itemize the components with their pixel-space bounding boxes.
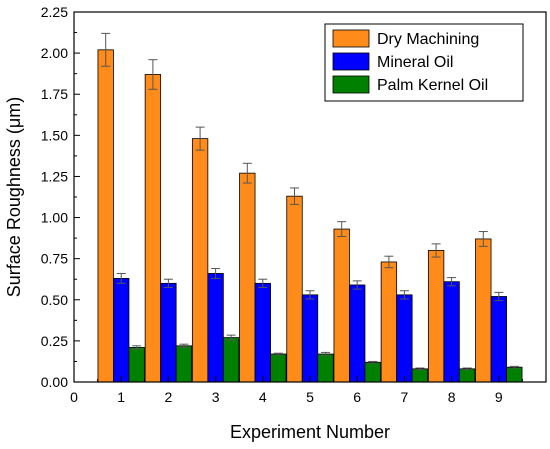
- error-bar-mineral-oil-3: [211, 268, 221, 279]
- y-axis-title: Surface Roughness (μm): [4, 97, 24, 297]
- error-bar-dry-machining-3: [195, 126, 205, 151]
- error-bar-dry-machining-4: [242, 162, 252, 184]
- bar-palm-kernel-oil-2: [175, 345, 193, 383]
- error-bar-mineral-oil-8: [447, 277, 457, 287]
- y-tick-label: 0.75: [41, 251, 68, 267]
- bar-palm-kernel-oil-3: [222, 337, 240, 383]
- y-tick-label: 1.75: [41, 86, 68, 102]
- x-tick-label: 7: [401, 389, 409, 405]
- error-bar-mineral-oil-9: [494, 291, 504, 302]
- error-bar-palm-kernel-oil-2: [179, 343, 189, 348]
- bar-dry-machining-8: [427, 250, 445, 383]
- bar-palm-kernel-oil-8: [458, 368, 476, 383]
- error-bar-mineral-oil-2: [163, 278, 173, 288]
- legend-swatch-dry-machining: [332, 29, 370, 48]
- bar-dry-machining-4: [239, 172, 256, 383]
- x-tick-label: 4: [259, 389, 267, 405]
- x-tick-label: 8: [448, 389, 456, 405]
- y-tick-label: 2.00: [41, 45, 68, 61]
- ticks-layer: 0.00 0.25 0.50 0.75 1.00 1.25 1.50 1.75 2.00 2.25…: [41, 4, 523, 405]
- error-bar-palm-kernel-oil-4: [273, 352, 283, 356]
- legend-label-mineral-oil: Mineral Oil: [377, 54, 453, 71]
- error-bar-palm-kernel-oil-9: [509, 365, 519, 369]
- x-tick-label: 3: [212, 389, 220, 405]
- bar-mineral-oil-4: [254, 282, 271, 383]
- bar-palm-kernel-oil-4: [270, 353, 287, 383]
- error-bar-mineral-oil-6: [352, 280, 362, 290]
- x-tick-label: 5: [306, 389, 314, 405]
- y-tick-label: 1.50: [41, 127, 68, 143]
- bar-dry-machining-3: [191, 138, 209, 383]
- error-bar-palm-kernel-oil-7: [415, 367, 425, 371]
- y-tick-label: 0.25: [41, 333, 68, 349]
- bar-mineral-oil-7: [396, 294, 413, 383]
- bar-palm-kernel-oil-7: [411, 368, 429, 383]
- bar-dry-machining-6: [333, 228, 350, 383]
- error-bar-dry-machining-1: [101, 32, 111, 67]
- bar-mineral-oil-2: [160, 282, 177, 383]
- error-bar-dry-machining-8: [431, 243, 441, 258]
- y-tick-label: 1.00: [41, 210, 68, 226]
- bar-dry-machining-5: [286, 195, 303, 383]
- error-bar-mineral-oil-1: [116, 272, 126, 284]
- error-bar-mineral-oil-5: [305, 290, 315, 300]
- y-tick-label: 0.50: [41, 292, 68, 308]
- error-bar-dry-machining-7: [384, 255, 394, 269]
- x-tick-label: 2: [165, 389, 173, 405]
- error-bar-mineral-oil-4: [258, 278, 268, 288]
- bar-dry-machining-1: [97, 49, 114, 383]
- x-tick-label: 6: [353, 389, 361, 405]
- bar-palm-kernel-oil-5: [317, 353, 334, 383]
- y-tick-label: 2.25: [41, 4, 68, 20]
- legend: Dry Machining Mineral Oil Palm Kernel Oil: [324, 23, 524, 102]
- bar-palm-kernel-oil-1: [128, 347, 145, 383]
- bar-mineral-oil-9: [490, 296, 507, 383]
- error-bar-dry-machining-9: [478, 231, 488, 247]
- x-tick-label: 1: [117, 389, 125, 405]
- bar-palm-kernel-oil-6: [364, 361, 381, 383]
- bars-layer: [97, 32, 523, 383]
- bar-dry-machining-9: [475, 238, 492, 383]
- legend-label-dry-machining: Dry Machining: [377, 31, 479, 48]
- bar-mineral-oil-8: [443, 281, 460, 383]
- legend-swatch-palm-kernel-oil: [332, 75, 370, 94]
- bar-mineral-oil-3: [207, 273, 224, 383]
- error-bar-mineral-oil-7: [399, 290, 409, 300]
- error-bar-palm-kernel-oil-1: [132, 345, 142, 350]
- legend-swatch-mineral-oil: [332, 52, 370, 71]
- error-bar-dry-machining-5: [290, 187, 299, 205]
- error-bar-dry-machining-2: [148, 59, 158, 90]
- x-axis-title: Experiment Number: [230, 422, 390, 442]
- error-bar-palm-kernel-oil-8: [462, 367, 472, 371]
- x-tick-label: 0: [70, 389, 78, 405]
- x-tick-label: 9: [495, 389, 503, 405]
- y-tick-label: 0.00: [41, 374, 68, 390]
- bar-mineral-oil-5: [301, 294, 319, 383]
- error-bar-dry-machining-6: [337, 221, 347, 237]
- bar-palm-kernel-oil-9: [506, 366, 523, 383]
- error-bar-palm-kernel-oil-3: [226, 334, 236, 341]
- y-tick-label: 1.25: [41, 168, 68, 184]
- error-bar-palm-kernel-oil-5: [321, 351, 330, 357]
- legend-label-palm-kernel-oil: Palm Kernel Oil: [377, 77, 488, 94]
- bar-dry-machining-7: [380, 261, 398, 383]
- error-bar-palm-kernel-oil-6: [368, 360, 378, 364]
- bar-dry-machining-2: [144, 74, 162, 383]
- bar-mineral-oil-6: [349, 284, 366, 383]
- bar-mineral-oil-1: [113, 277, 130, 383]
